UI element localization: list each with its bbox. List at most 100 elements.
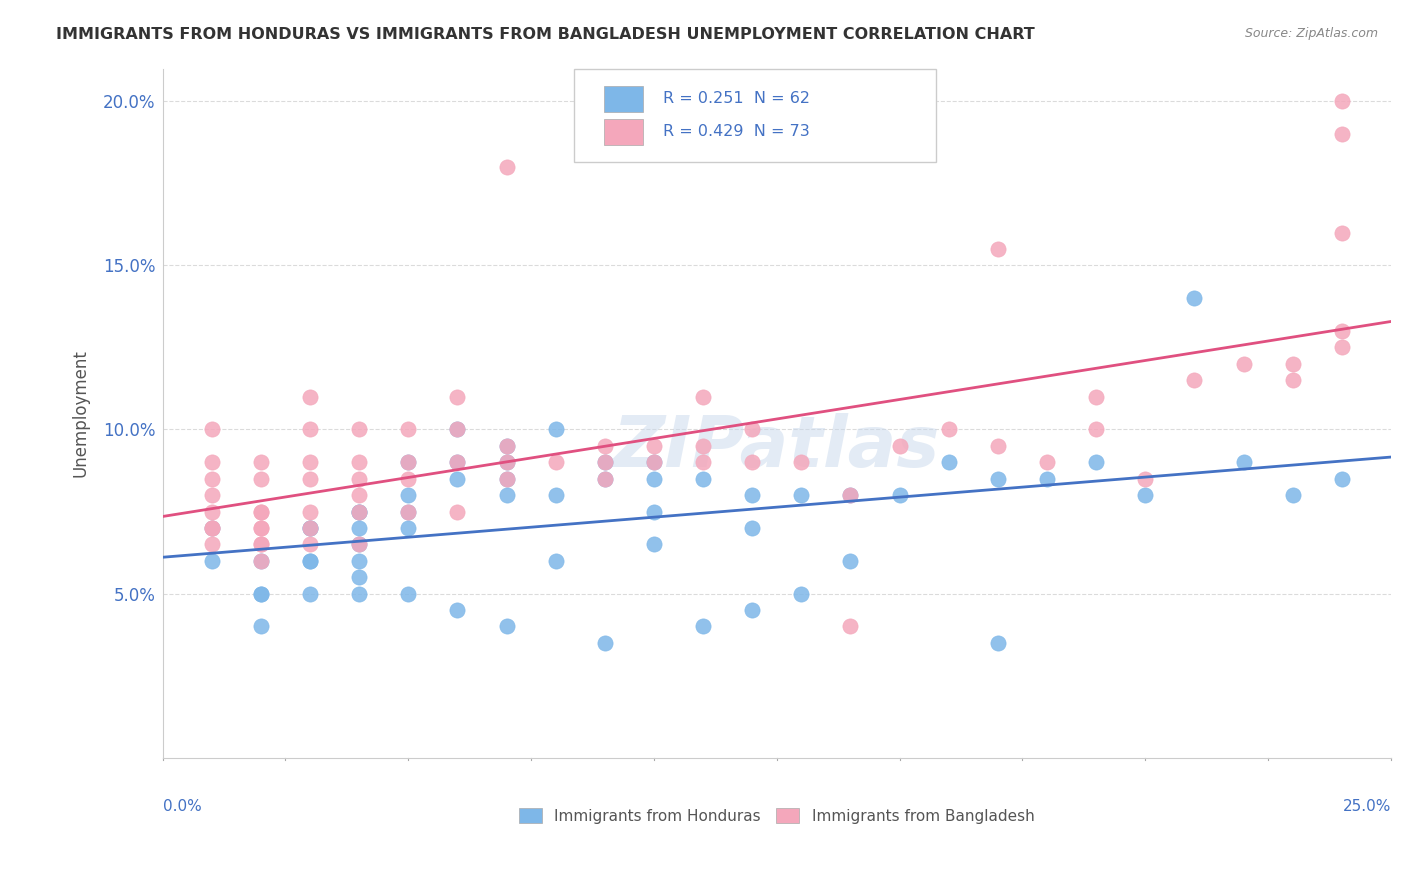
Point <box>298 455 321 469</box>
Point <box>347 586 370 600</box>
Point <box>544 554 567 568</box>
Point <box>692 472 714 486</box>
Point <box>544 488 567 502</box>
Point <box>201 472 224 486</box>
Point <box>839 619 862 633</box>
Point <box>298 554 321 568</box>
Point <box>250 586 273 600</box>
Point <box>1036 455 1059 469</box>
Point <box>446 603 468 617</box>
Point <box>446 422 468 436</box>
Point <box>987 472 1010 486</box>
Point <box>692 455 714 469</box>
Point <box>250 455 273 469</box>
Point <box>1330 324 1353 338</box>
Point <box>495 160 517 174</box>
Point <box>1085 455 1108 469</box>
Point <box>1036 472 1059 486</box>
Point <box>201 537 224 551</box>
Point <box>495 472 517 486</box>
Point <box>593 636 616 650</box>
Point <box>396 504 419 518</box>
Point <box>741 521 763 535</box>
Point <box>347 570 370 584</box>
Point <box>1085 422 1108 436</box>
FancyBboxPatch shape <box>574 69 936 161</box>
Point <box>396 488 419 502</box>
Point <box>593 455 616 469</box>
Point <box>250 586 273 600</box>
Legend: Immigrants from Honduras, Immigrants from Bangladesh: Immigrants from Honduras, Immigrants fro… <box>510 798 1043 832</box>
Point <box>741 488 763 502</box>
Point <box>1281 357 1303 371</box>
Point <box>938 422 960 436</box>
Y-axis label: Unemployment: Unemployment <box>72 349 89 477</box>
Point <box>643 504 665 518</box>
Point <box>495 455 517 469</box>
Point <box>201 521 224 535</box>
Point <box>1330 226 1353 240</box>
Point <box>201 521 224 535</box>
Point <box>1281 488 1303 502</box>
FancyBboxPatch shape <box>603 119 643 145</box>
Text: IMMIGRANTS FROM HONDURAS VS IMMIGRANTS FROM BANGLADESH UNEMPLOYMENT CORRELATION : IMMIGRANTS FROM HONDURAS VS IMMIGRANTS F… <box>56 27 1035 42</box>
Point <box>643 439 665 453</box>
Point <box>692 439 714 453</box>
Point <box>347 504 370 518</box>
Point <box>446 422 468 436</box>
Text: R = 0.429  N = 73: R = 0.429 N = 73 <box>662 124 810 139</box>
Point <box>396 504 419 518</box>
Point <box>495 488 517 502</box>
Text: R = 0.251  N = 62: R = 0.251 N = 62 <box>662 91 810 106</box>
Point <box>298 586 321 600</box>
Point <box>692 390 714 404</box>
Text: Source: ZipAtlas.com: Source: ZipAtlas.com <box>1244 27 1378 40</box>
Point <box>298 472 321 486</box>
Text: ZIPatlas: ZIPatlas <box>613 413 941 482</box>
Point <box>250 472 273 486</box>
Point <box>495 619 517 633</box>
Point <box>495 439 517 453</box>
Point <box>938 455 960 469</box>
Point <box>201 488 224 502</box>
Point <box>593 472 616 486</box>
Point <box>396 521 419 535</box>
Point <box>889 488 911 502</box>
Point <box>1184 291 1206 305</box>
Point <box>347 472 370 486</box>
Point <box>298 521 321 535</box>
Point <box>201 422 224 436</box>
Point <box>347 537 370 551</box>
Point <box>1330 472 1353 486</box>
Point <box>298 537 321 551</box>
Point <box>839 488 862 502</box>
Point <box>298 554 321 568</box>
Point <box>298 504 321 518</box>
Point <box>643 455 665 469</box>
Point <box>643 472 665 486</box>
Point <box>347 488 370 502</box>
Point <box>643 537 665 551</box>
Point <box>1232 455 1254 469</box>
Point <box>987 242 1010 256</box>
Point <box>741 603 763 617</box>
Point <box>298 521 321 535</box>
Point <box>201 521 224 535</box>
Point <box>1330 95 1353 109</box>
Point <box>839 488 862 502</box>
Point <box>298 521 321 535</box>
Text: 25.0%: 25.0% <box>1343 799 1391 814</box>
Point <box>250 537 273 551</box>
Point <box>1281 373 1303 387</box>
Point <box>396 455 419 469</box>
Point <box>250 521 273 535</box>
Point <box>250 537 273 551</box>
Point <box>1330 341 1353 355</box>
Point <box>298 422 321 436</box>
Point <box>790 488 813 502</box>
Point <box>1184 373 1206 387</box>
Point <box>201 455 224 469</box>
Point <box>544 422 567 436</box>
Point <box>347 537 370 551</box>
Point <box>250 554 273 568</box>
